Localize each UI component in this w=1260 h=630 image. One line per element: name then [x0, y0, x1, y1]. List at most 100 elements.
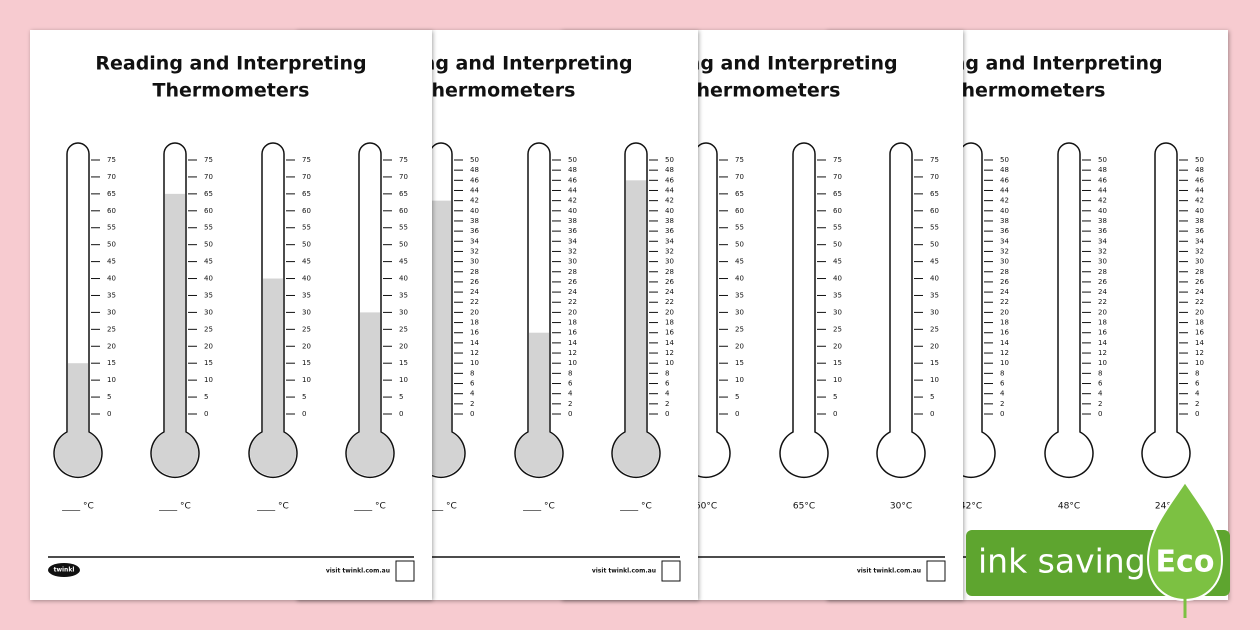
tick-label: 5 [302, 393, 306, 401]
thermometer: 0 5 10 15 20 25 30 35 40 45 50 55 60 65 70 75 ____ °C [53, 142, 116, 512]
tick-label: 50 [665, 156, 674, 164]
tick-label: 50 [302, 241, 311, 249]
bulb-fill [250, 430, 296, 476]
tick-label: 22 [568, 298, 577, 306]
tick-label: 32 [1000, 247, 1009, 255]
tick-label: 2 [1098, 400, 1102, 408]
tick-label: 0 [735, 410, 739, 418]
tick-label: 46 [665, 176, 674, 184]
tick-label: 30 [107, 308, 116, 316]
tick-label: 20 [735, 342, 744, 350]
tick-label: 50 [399, 241, 408, 249]
thermometer: 0 5 10 15 20 25 30 35 40 45 50 55 60 65 70 75 ____ °C [345, 142, 408, 512]
thermometer: 0 5 10 15 20 25 30 35 40 45 50 55 60 65 70 75 30°C [876, 142, 939, 512]
tick-label: 70 [399, 173, 408, 181]
tick-label: 40 [930, 275, 939, 283]
tick-label: 45 [302, 258, 311, 266]
thermometer: 0246810121416182022242628303234363840424… [946, 142, 1009, 512]
tick-label: 14 [665, 339, 674, 347]
tick-label: 0 [399, 410, 403, 418]
tick-label: 20 [1195, 308, 1204, 316]
mercury [529, 332, 549, 440]
tick-label: 50 [1098, 156, 1107, 164]
tick-label: 12 [1098, 349, 1107, 357]
tick-label: 10 [930, 376, 939, 384]
thermometer-outline [345, 142, 395, 479]
tick-label: 24 [665, 288, 674, 296]
tick-label: 22 [1195, 298, 1204, 306]
tick-label: 10 [735, 376, 744, 384]
tick-label: 36 [1000, 227, 1009, 235]
tick-label: 20 [204, 342, 213, 350]
tick-label: 28 [1195, 268, 1204, 276]
mercury [263, 278, 283, 440]
tick-label: 30 [735, 308, 744, 316]
answer: 65°C [793, 502, 815, 512]
tick-label: 35 [204, 291, 213, 299]
tick-label: 15 [204, 359, 213, 367]
eco-badge: ink saving Eco [966, 480, 1230, 618]
tick-label: 15 [302, 359, 311, 367]
tick-label: 8 [1098, 369, 1102, 377]
thermometer: 0246810121416182022242628303234363840424… [1141, 142, 1204, 512]
tick-label: 34 [665, 237, 674, 245]
tick-label: 22 [1098, 298, 1107, 306]
tick-label: 18 [1000, 319, 1009, 327]
tick-label: 40 [399, 275, 408, 283]
tick-label: 75 [735, 156, 744, 164]
tick-label: 6 [1000, 380, 1005, 388]
tick-label: 44 [1195, 186, 1204, 194]
tick-label: 70 [204, 173, 213, 181]
tick-label: 5 [833, 393, 837, 401]
answer: ____ °C [61, 502, 94, 512]
tick-label: 24 [1000, 288, 1009, 296]
tick-label: 28 [1000, 268, 1009, 276]
tick-label: 50 [1000, 156, 1009, 164]
tick-label: 44 [665, 186, 674, 194]
tick-label: 42 [1098, 197, 1107, 205]
mercury [68, 363, 88, 440]
tick-label: 25 [735, 325, 744, 333]
sheet-title: Thermometers [684, 80, 841, 102]
tick-label: 20 [107, 342, 116, 350]
thermometer-outline [779, 142, 829, 479]
tick-label: 8 [665, 369, 669, 377]
tick-label: 30 [302, 308, 311, 316]
tick-label: 40 [1195, 207, 1204, 215]
tick-label: 10 [399, 376, 408, 384]
tick-label: 70 [833, 173, 842, 181]
tick-label: 55 [833, 224, 842, 232]
tick-label: 0 [1195, 410, 1199, 418]
tick-label: 48 [1098, 166, 1107, 174]
tick-label: 25 [204, 325, 213, 333]
tick-label: 40 [1000, 207, 1009, 215]
tick-label: 15 [833, 359, 842, 367]
tick-label: 25 [302, 325, 311, 333]
worksheet: Reading and Interpreting Thermometers 0 5 10… [30, 30, 432, 600]
tick-label: 35 [833, 291, 842, 299]
tick-label: 42 [568, 197, 577, 205]
tick-label: 45 [930, 258, 939, 266]
thermometer-outline [1044, 142, 1094, 479]
tick-label: 38 [470, 217, 479, 225]
tick-label: 40 [470, 207, 479, 215]
tick-label: 40 [204, 275, 213, 283]
tick-label: 26 [1000, 278, 1009, 286]
tick-label: 38 [665, 217, 674, 225]
tick-label: 10 [1000, 359, 1009, 367]
tick-label: 46 [1195, 176, 1204, 184]
tick-label: 38 [1098, 217, 1107, 225]
brand-logo [48, 563, 80, 577]
tick-label: 55 [302, 224, 311, 232]
thermometer-outline [53, 142, 103, 479]
badge-logo [661, 560, 681, 582]
tick-label: 6 [470, 380, 475, 388]
tick-label: 36 [1195, 227, 1204, 235]
tick-label: 2 [1195, 400, 1199, 408]
bulb-fill [152, 430, 198, 476]
tick-label: 2 [470, 400, 474, 408]
tick-label: 50 [833, 241, 842, 249]
thermometer: 0 5 10 15 20 25 30 35 40 45 50 55 60 65 70 75 ____ °C [150, 142, 213, 512]
